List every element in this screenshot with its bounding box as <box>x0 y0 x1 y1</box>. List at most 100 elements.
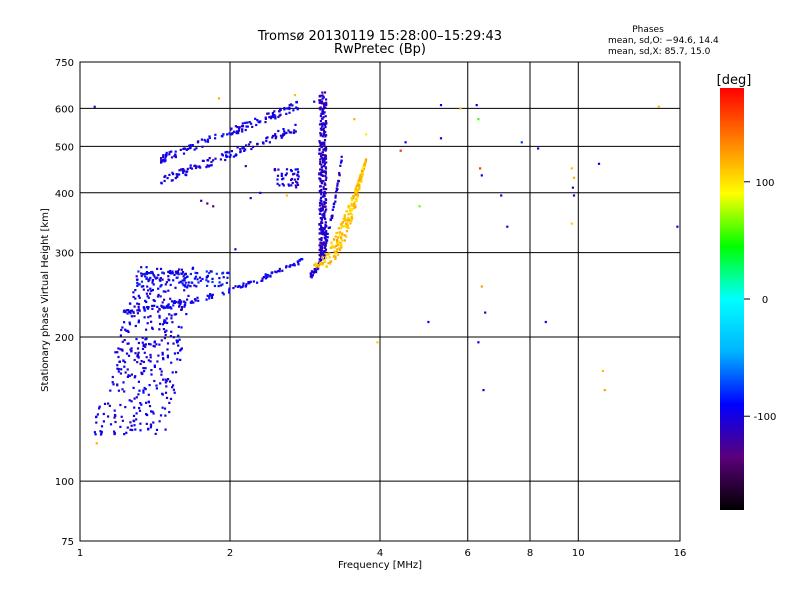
data-point <box>103 402 107 405</box>
data-point <box>241 122 244 125</box>
data-point <box>159 285 162 288</box>
data-point <box>153 365 156 368</box>
data-point <box>244 165 247 168</box>
data-point <box>109 389 112 392</box>
data-point <box>322 148 325 151</box>
data-point <box>349 222 352 225</box>
data-point <box>320 238 323 241</box>
data-point <box>180 326 183 329</box>
data-point <box>345 235 348 238</box>
data-point <box>319 168 322 171</box>
data-point <box>676 225 679 228</box>
data-point <box>321 135 325 138</box>
data-point <box>285 172 288 175</box>
data-point <box>334 194 337 197</box>
data-point <box>603 389 606 392</box>
data-point <box>293 264 296 267</box>
data-point <box>113 413 117 417</box>
data-point <box>290 131 293 134</box>
data-point <box>348 207 351 210</box>
x-tick-label: 1 <box>77 548 83 559</box>
data-point <box>351 213 354 216</box>
data-point <box>206 140 210 143</box>
data-point <box>322 112 325 115</box>
data-point <box>136 353 139 356</box>
data-point <box>164 381 167 384</box>
data-point <box>160 373 163 376</box>
data-point <box>479 167 482 170</box>
data-point <box>273 114 276 117</box>
data-point <box>144 343 147 346</box>
data-point <box>214 137 217 140</box>
data-point <box>278 267 281 271</box>
data-point <box>315 263 318 266</box>
data-point <box>320 171 323 174</box>
x-tick-label: 10 <box>572 548 585 559</box>
data-point <box>339 241 342 244</box>
data-point <box>249 141 252 144</box>
data-point <box>112 383 115 386</box>
data-point <box>139 362 142 365</box>
data-point <box>318 258 321 261</box>
data-point <box>187 284 190 287</box>
data-point <box>206 159 209 162</box>
data-point <box>337 253 340 256</box>
data-point <box>322 133 326 136</box>
data-point <box>153 345 156 348</box>
data-point <box>323 141 326 144</box>
data-point <box>297 263 300 266</box>
data-point <box>318 147 321 151</box>
data-point <box>155 428 159 431</box>
data-point <box>145 337 148 340</box>
data-point <box>334 196 337 199</box>
data-point <box>325 134 328 137</box>
data-point <box>149 356 152 359</box>
data-point <box>178 305 181 308</box>
data-point <box>274 137 277 140</box>
data-point <box>219 158 222 161</box>
data-point <box>297 170 300 174</box>
data-point <box>323 154 327 157</box>
data-point <box>161 271 164 274</box>
data-point <box>95 421 98 424</box>
data-point <box>119 334 122 337</box>
y-tick-label: 500 <box>55 142 74 153</box>
data-point <box>322 154 325 157</box>
data-point <box>324 201 327 204</box>
data-point <box>181 168 184 171</box>
data-point <box>134 297 137 300</box>
data-point <box>319 127 322 130</box>
x-axis-label: Frequency [MHz] <box>338 560 422 571</box>
data-point <box>142 273 146 276</box>
data-point <box>131 428 134 432</box>
data-point <box>323 260 326 263</box>
data-point <box>276 182 279 185</box>
data-point <box>164 290 167 293</box>
data-point <box>318 208 321 211</box>
data-point <box>117 389 120 392</box>
data-point <box>172 336 175 339</box>
data-point <box>336 242 339 245</box>
data-point <box>234 125 237 128</box>
data-point <box>500 194 503 197</box>
data-point <box>128 321 131 324</box>
data-point <box>235 154 238 157</box>
data-point <box>251 125 254 128</box>
data-point <box>351 217 354 220</box>
data-point <box>133 315 136 318</box>
data-point <box>137 355 140 358</box>
data-point <box>212 159 215 162</box>
data-point <box>289 264 292 267</box>
data-point <box>121 388 124 391</box>
data-point <box>319 255 322 258</box>
data-point <box>245 125 248 128</box>
data-point <box>325 241 328 245</box>
data-point <box>226 276 229 279</box>
data-point <box>129 428 132 431</box>
data-point <box>346 221 349 224</box>
data-point <box>159 367 162 371</box>
data-point <box>318 204 322 207</box>
data-point <box>346 218 349 221</box>
data-point <box>347 217 350 220</box>
